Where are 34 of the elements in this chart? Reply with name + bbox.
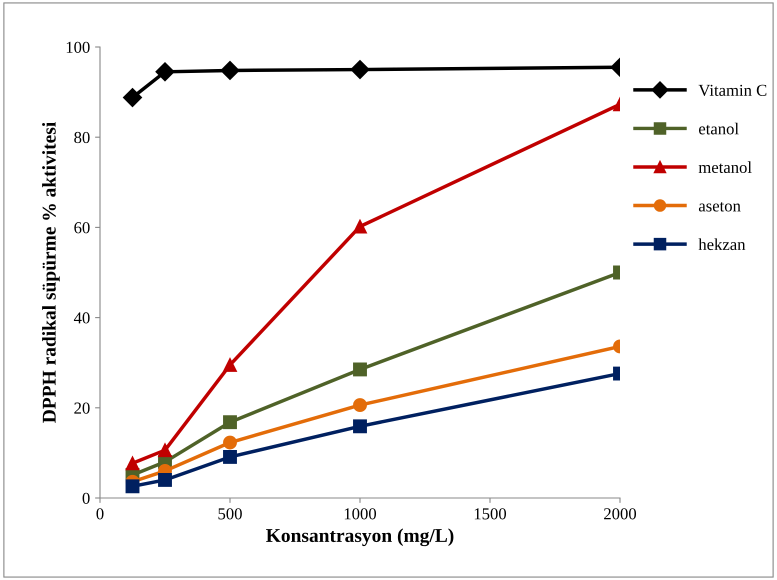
- x-tick-label: 1500: [474, 508, 506, 520]
- y-tick-label: 40: [74, 312, 90, 324]
- x-tick-label: 1000: [344, 508, 376, 520]
- legend-label: Vitamin C: [698, 84, 766, 96]
- x-tick-label: 2000: [604, 508, 636, 520]
- y-tick-label: 20: [74, 402, 90, 414]
- legend-label: etanol: [698, 122, 739, 134]
- point: [223, 450, 237, 464]
- point: [353, 220, 367, 234]
- point: [158, 443, 172, 458]
- legend-label: metanol: [698, 161, 752, 173]
- y-tick-label: 80: [74, 132, 90, 144]
- y-tick-label: 0: [82, 492, 90, 504]
- legend-label: aseton: [698, 202, 741, 212]
- point: [223, 436, 237, 450]
- point: [155, 62, 175, 82]
- point: [223, 415, 237, 430]
- point: [220, 60, 240, 80]
- point: [126, 456, 140, 470]
- y-tick-label: 100: [66, 42, 90, 53]
- point: [353, 419, 367, 434]
- point: [350, 60, 370, 80]
- y-tick-label: 60: [74, 222, 90, 234]
- x-axis-title: Konsantrasyon (mg/L): [266, 528, 454, 546]
- x-tick-label: 500: [218, 508, 242, 520]
- point: [353, 398, 367, 412]
- point: [122, 88, 142, 108]
- legend-label: hekzan: [698, 238, 746, 250]
- point: [158, 473, 172, 487]
- y-axis-title: DPPH radikal süpürme % aktivitesi: [42, 122, 60, 423]
- point: [223, 358, 237, 372]
- point: [126, 479, 140, 494]
- point: [353, 362, 367, 376]
- x-tick-label: 0: [96, 508, 104, 520]
